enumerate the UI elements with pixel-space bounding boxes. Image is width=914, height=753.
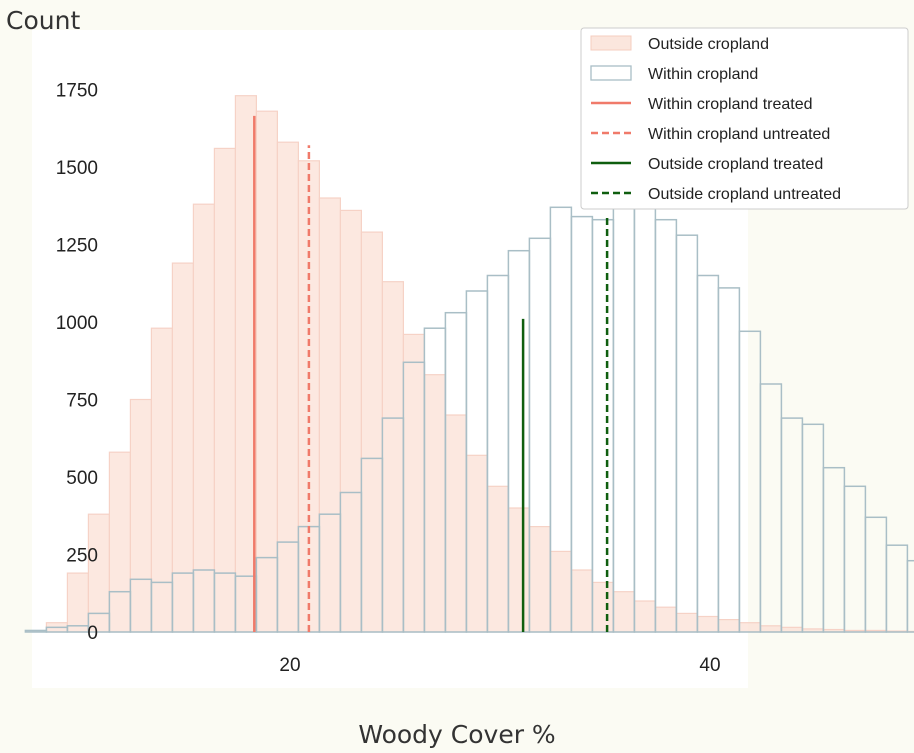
within-cropland-bars	[24, 187, 914, 633]
y-tick-label: 750	[66, 391, 98, 412]
legend: Outside cropland Within cropland Within cr…	[580, 27, 909, 210]
outside-cropland-bar	[675, 612, 699, 633]
outside-cropland-bar	[507, 507, 530, 633]
outside-cropland-bar	[423, 374, 446, 633]
outside-cropland-bar	[591, 581, 615, 633]
legend-label: Within cropland treated	[648, 96, 813, 113]
y-axis-ticks: 0 250 500 750 1000 1250 1500 1750	[56, 81, 98, 645]
outside-cropland-bar	[444, 414, 467, 633]
y-tick-label: 1000	[56, 313, 98, 334]
outside-cropland-bar	[87, 513, 111, 633]
outside-cropland-bar	[696, 615, 720, 633]
legend-item: Within cropland	[590, 65, 758, 83]
outside-cropland-bar	[465, 454, 488, 633]
legend-label: Outside cropland untreated	[648, 186, 841, 203]
outside-cropland-bar	[759, 625, 783, 633]
outside-cropland-bar	[339, 209, 362, 633]
outside-cropland-bar	[381, 281, 404, 633]
outside-cropland-bar	[171, 262, 194, 633]
legend-swatch-within-cropland	[590, 65, 632, 81]
legend-label: Within cropland untreated	[648, 126, 830, 143]
outside-cropland-bar	[570, 569, 594, 633]
outside-cropland-bar	[738, 622, 762, 633]
y-tick-label: 1750	[56, 81, 98, 102]
legend-box	[580, 27, 909, 210]
outside-cropland-bar	[612, 591, 636, 633]
y-tick-label: 1500	[56, 158, 98, 179]
legend-label: Outside cropland treated	[648, 156, 823, 173]
outside-cropland-bar	[318, 197, 341, 633]
outside-cropland-bar	[276, 141, 299, 633]
within-cropland-bar	[759, 383, 783, 633]
outside-cropland-bar	[108, 451, 132, 633]
y-tick-label: 1250	[56, 236, 98, 257]
outside-cropland-bar	[633, 600, 657, 633]
outside-cropland-bar	[129, 398, 152, 633]
y-tick-label: 0	[87, 623, 98, 644]
legend-item: Outside cropland untreated	[591, 186, 841, 203]
within-cropland-bar	[822, 466, 846, 633]
x-axis-title: Woody Cover %	[358, 720, 555, 749]
outside-cropland-bar	[528, 525, 552, 633]
outside-cropland-bar	[192, 203, 215, 633]
outside-cropland-bar	[654, 606, 678, 633]
outside-cropland-bar	[255, 110, 278, 633]
within-cropland-bar	[864, 516, 888, 633]
x-tick-label: 40	[699, 655, 720, 676]
legend-label: Within cropland	[648, 66, 758, 83]
mean-lines	[253, 115, 609, 632]
legend-swatch-outside-cropland	[590, 35, 632, 51]
y-tick-label: 500	[66, 468, 98, 489]
within-cropland-bar	[780, 417, 804, 633]
legend-item: Within cropland treated	[591, 96, 813, 113]
outside-cropland-bar	[549, 550, 573, 633]
within-cropland-bar	[885, 544, 909, 633]
legend-item: Outside cropland	[590, 35, 769, 53]
outside-cropland-bar	[150, 327, 173, 633]
outside-cropland-bar	[66, 572, 90, 633]
y-axis-title: Count	[6, 6, 80, 35]
y-tick-label: 250	[66, 546, 98, 567]
x-axis-ticks: 204060	[279, 655, 720, 676]
outside-cropland-bar	[360, 231, 383, 633]
legend-label: Outside cropland	[648, 36, 769, 53]
outside-cropland-bar	[402, 333, 425, 633]
within-cropland-bar	[843, 485, 867, 633]
within-cropland-bar	[906, 559, 914, 633]
x-tick-label: 20	[279, 655, 300, 676]
outside-cropland-bar	[486, 485, 509, 633]
legend-item: Outside cropland treated	[591, 156, 823, 173]
within-cropland-bar	[801, 423, 825, 633]
outside-cropland-bar	[717, 618, 741, 633]
outside-cropland-bar	[213, 147, 236, 633]
legend-item: Within cropland untreated	[591, 126, 830, 143]
